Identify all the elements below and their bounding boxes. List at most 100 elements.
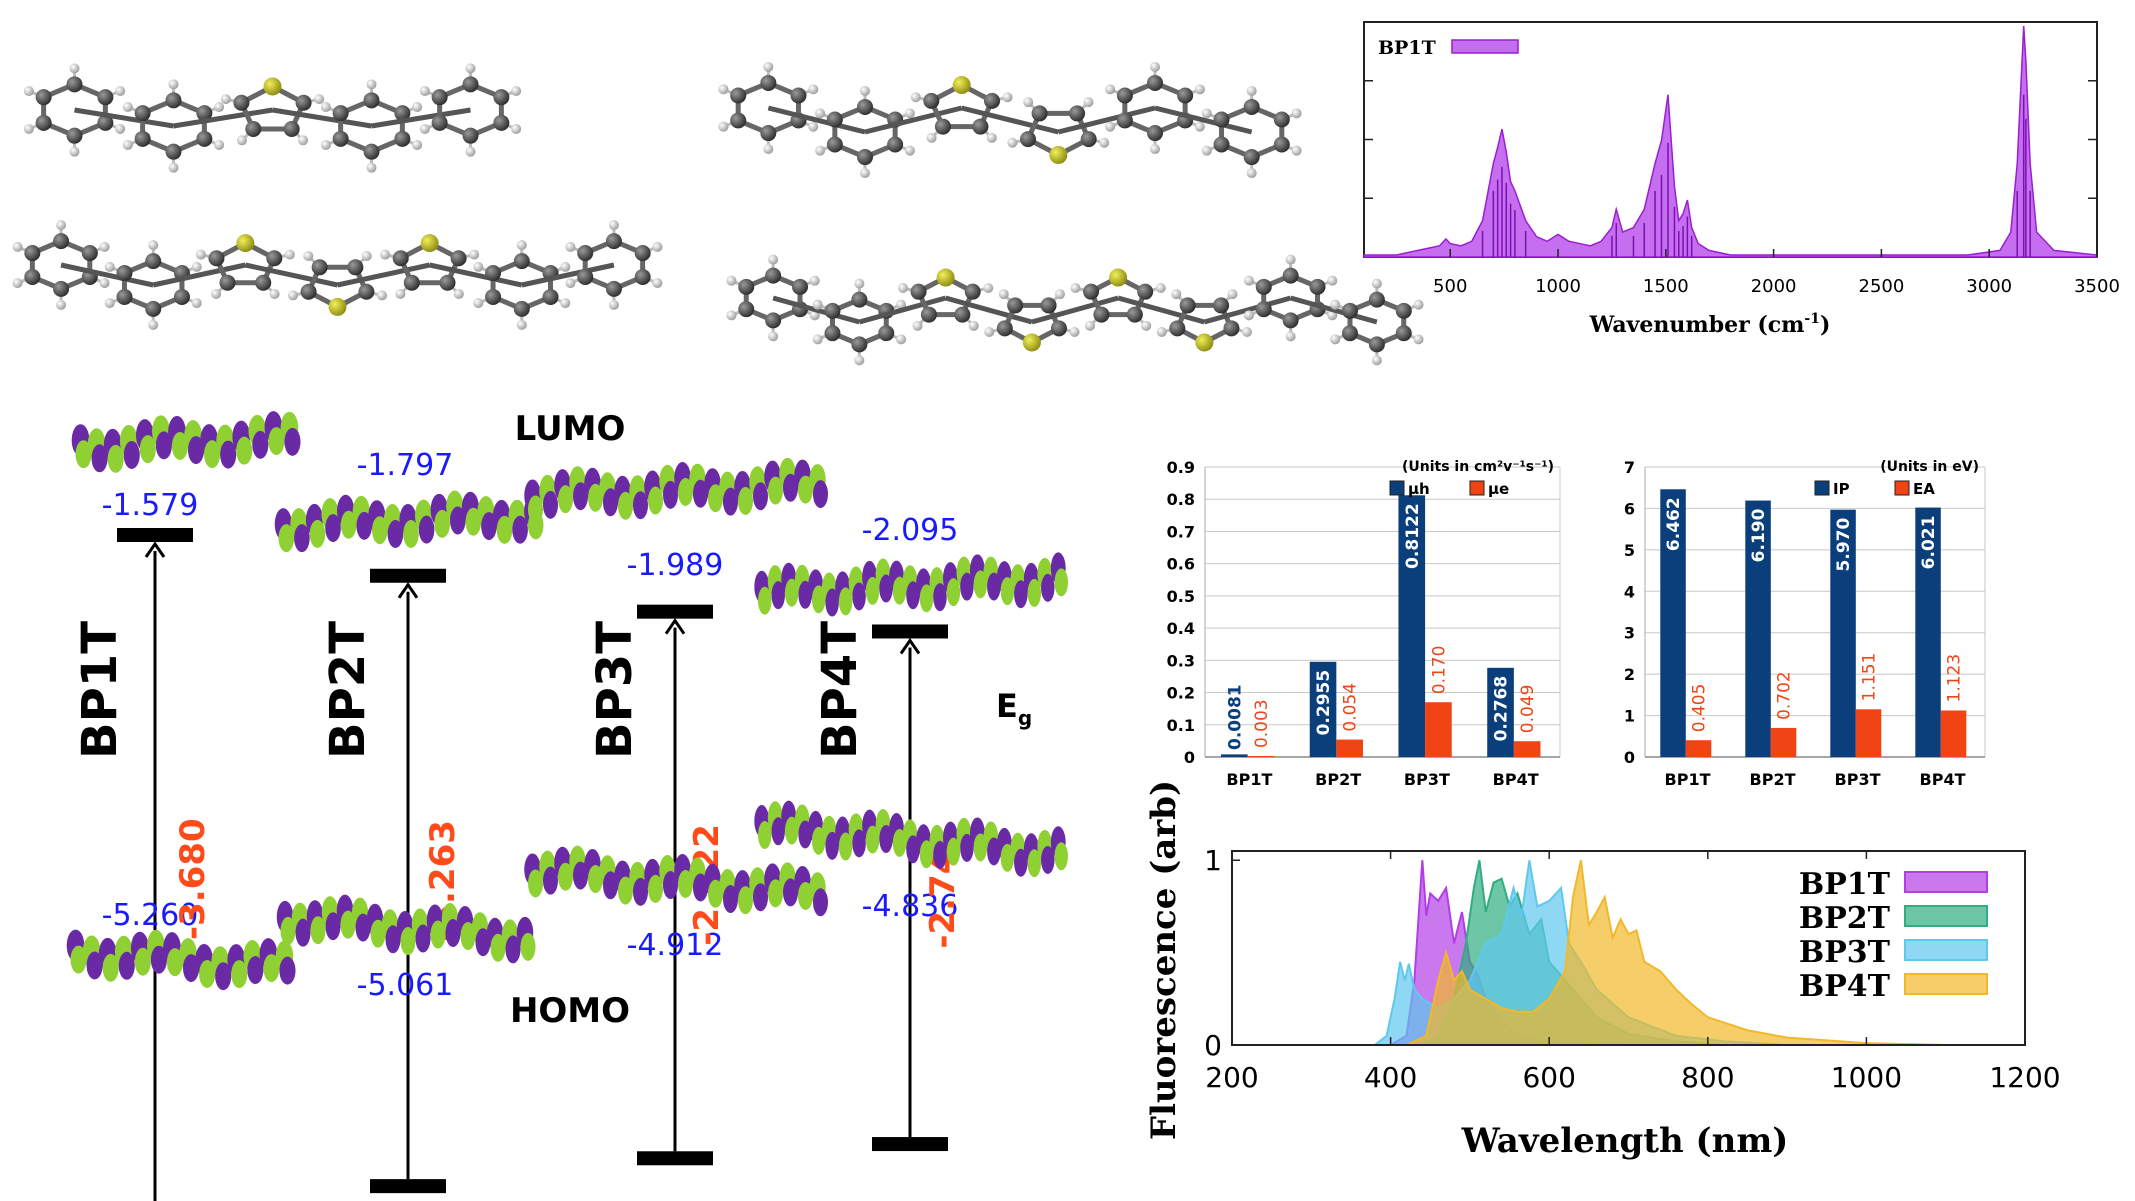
hydrogen-atom [168,162,179,173]
fl-x-axis-label: Wavelength (nm) [1461,1121,1789,1161]
hydrogen-atom [815,145,826,156]
hydrogen-atom [419,123,430,134]
carbon-atom [134,105,151,122]
orbital-lobe [512,515,528,544]
carbon-atom [358,283,375,300]
homo-orbital-isosurface [66,929,296,991]
hydrogen-atom [1201,108,1212,119]
fl-plot-frame [1231,850,2026,1046]
orbital-lobe [573,482,588,511]
orbital-lobe [852,582,866,611]
carbon-atom [513,253,530,270]
hydrogen-atom [122,139,133,150]
hydrogen-atom [854,278,865,289]
hydrogen-atom [99,241,110,252]
orbital-lobe [188,436,205,465]
hydrogen-atom [1054,289,1065,300]
hydrogen-atom [320,139,331,150]
homo-energy-value: -4.912 [627,928,724,963]
ir-y-tick-marks [1364,80,2097,199]
orbital-lobe [400,927,416,956]
carbon-atom [363,92,380,109]
carbon-atom [266,250,283,267]
orbital-lobe [678,478,693,507]
ir-spectrum-area [1363,25,2098,258]
carbon-atom [1395,302,1412,319]
hydrogen-atom [1105,84,1116,95]
homo-level-bar [637,1151,713,1166]
orbital-lobe [155,431,172,460]
carbon-atom [24,268,41,285]
hydrogen-atom [768,254,779,265]
homo-energy-value: -5.061 [357,968,454,1003]
orbital-lobe [215,962,232,991]
orbital-lobe [325,514,341,543]
carbon-atom [1069,105,1086,122]
energy-level-bp1t: -1.579 -5.260-3.680 BP1T [72,488,213,1201]
ring-link-bond [173,107,273,129]
hydrogen-atom [23,123,34,134]
carbon-atom [605,233,622,250]
carbon-atom [730,112,747,129]
orbital-lobe [284,427,301,456]
orbital-lobe [738,486,753,515]
carbon-atom [1223,320,1240,337]
carbon-atom [255,274,272,291]
orbital-lobe [738,886,753,915]
lumo-orbital-isosurface [754,552,1068,617]
orbital-lobe [86,951,103,980]
orbital-lobe [183,954,200,983]
orbital-lobe [278,524,295,553]
carbon-atom [53,233,70,250]
ring-link-bond [336,262,431,288]
hydrogen-atom [516,319,527,330]
hydrogen-atom [652,241,663,252]
orbital-lobe [758,821,772,850]
hydrogen-atom [1285,254,1296,265]
carbon-atom [1309,278,1326,295]
units-note: (Units in eV) [1880,459,1979,475]
hydrogen-atom [115,86,126,97]
hydrogen-atom [453,288,464,299]
carbon-atom [1341,302,1358,319]
orbital-lobe [520,932,536,961]
bar-EA [1940,710,1967,757]
orbital-lobe [118,951,135,980]
fl-y-tick-label: 1 [1204,844,1222,877]
orbital-lobe [946,837,961,866]
bar-value-label: 0.2955 [1314,670,1334,736]
x-category-label: BP2T [1750,770,1796,789]
carbon-atom [403,274,420,291]
carbon-atom [996,320,1013,337]
carbon-atom [311,259,328,276]
y-tick-label: 3 [1624,624,1635,643]
bar-EA [1855,709,1882,757]
carbon-atom [1137,283,1154,300]
hydrogen-atom [560,298,571,309]
orbital-lobe [415,924,431,953]
hydrogen-atom [726,275,737,286]
ir-x-tick-label: 1500 [1643,276,1689,297]
bar-value-label: 6.021 [1919,516,1939,570]
carbon-atom [1083,283,1100,300]
hydrogen-atom [1069,326,1080,337]
orbital-lobe [798,881,813,910]
ir-legend-label: BP1T [1378,37,1436,59]
hydrogen-atom [473,261,484,272]
bar-value-label: 6.462 [1664,497,1684,551]
hydrogen-atom [148,240,159,251]
orbital-isosurfaces [66,411,1068,991]
fl-legend-label: BP2T [1799,901,1891,936]
carbon-atom [923,92,940,109]
hydrogen-atom [763,144,774,155]
y-tick-label: 6 [1624,499,1635,518]
sulfur-atom [263,77,282,96]
carbon-atom [738,278,755,295]
carbon-atom [116,288,133,305]
hydrogen-atom [560,261,571,272]
bar-EA [1685,740,1712,757]
hydrogen-atom [284,249,295,260]
molecule-structure [12,220,663,330]
